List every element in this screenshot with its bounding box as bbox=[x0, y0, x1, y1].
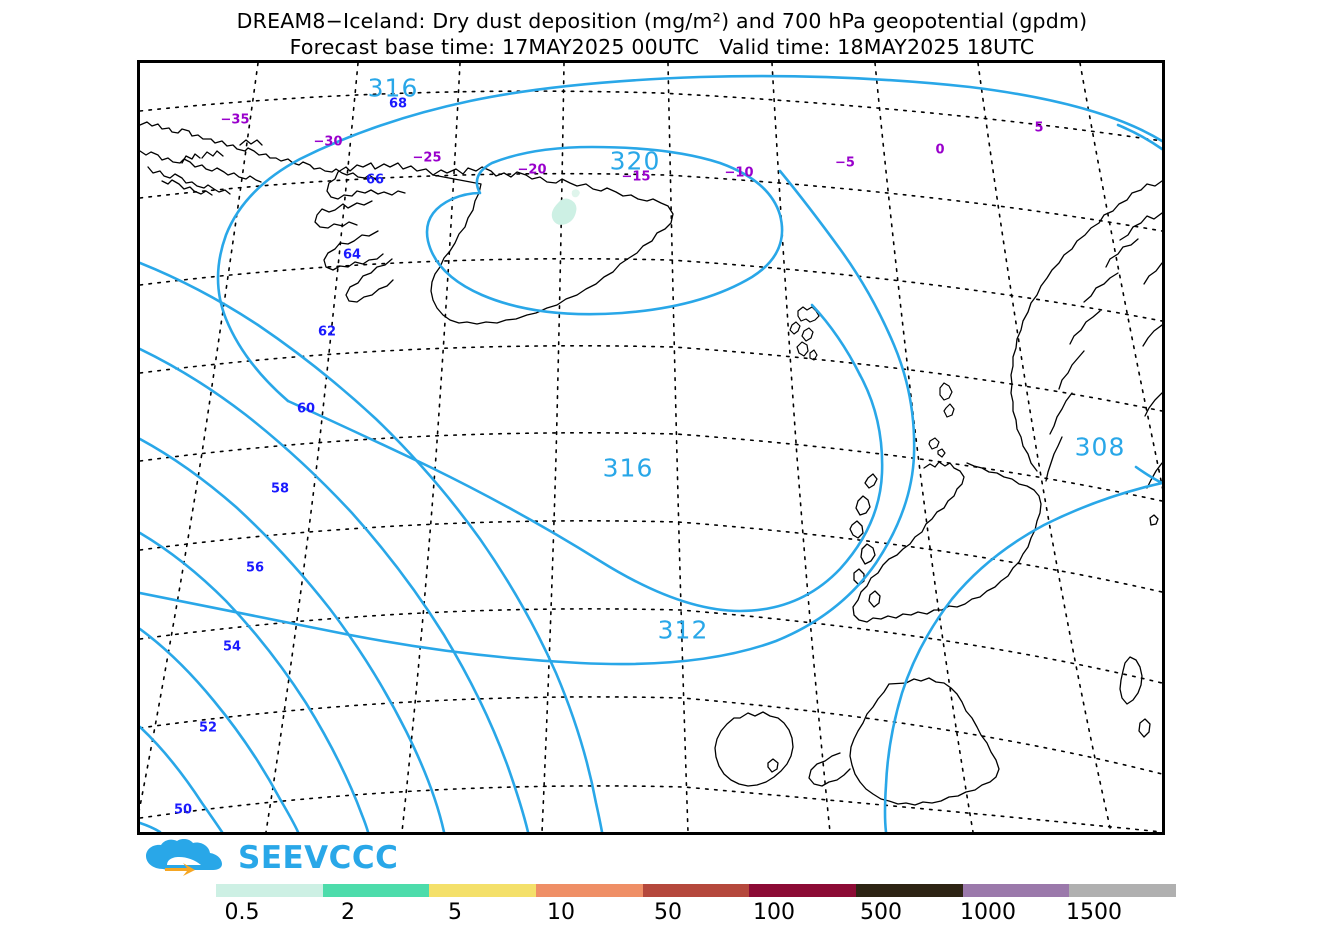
colorbar-tick: 500 bbox=[860, 900, 902, 925]
colorbar-segment bbox=[749, 884, 857, 897]
map-frame: 68 66 64 62 60 58 56 54 52 50 −35 −30 −2… bbox=[137, 60, 1165, 835]
title-line-1: DREAM8−Iceland: Dry dust deposition (mg/… bbox=[236, 9, 1088, 33]
title-line-2: Forecast base time: 17MAY2025 00UTC Vali… bbox=[289, 35, 1035, 59]
colorbar-segment bbox=[642, 884, 750, 897]
colorbar-tick: 0.5 bbox=[224, 900, 260, 925]
colorbar-segment bbox=[1069, 884, 1177, 897]
dust-deposition-layer bbox=[551, 189, 580, 225]
colorbar-tick: 1500 bbox=[1066, 900, 1122, 925]
graticule-layer bbox=[140, 63, 1162, 832]
colorbar-tick: 10 bbox=[547, 900, 575, 925]
geopotential-contour-layer bbox=[140, 74, 1162, 832]
colorbar-tick: 100 bbox=[753, 900, 795, 925]
colorbar-segment bbox=[536, 884, 643, 897]
coastline-layer bbox=[140, 121, 1162, 806]
map-canvas bbox=[140, 63, 1162, 832]
colorbar-segment bbox=[962, 884, 1070, 897]
colorbar-tick: 1000 bbox=[960, 900, 1016, 925]
title-block: DREAM8−Iceland: Dry dust deposition (mg/… bbox=[0, 8, 1324, 60]
cloud-icon bbox=[146, 839, 222, 876]
colorbar-tick: 2 bbox=[341, 900, 355, 925]
map-graphics bbox=[140, 63, 1162, 832]
logo-text: SEEVCCC bbox=[238, 839, 399, 876]
colorbar-segment bbox=[322, 884, 430, 897]
colorbar-tick: 5 bbox=[448, 900, 462, 925]
seevccc-logo: SEEVCCC bbox=[143, 838, 398, 878]
colorbar-segment bbox=[216, 884, 323, 897]
colorbar-segment bbox=[856, 884, 963, 897]
colorbar: 0.5 2 5 10 50 100 500 1000 1500 bbox=[216, 884, 1177, 930]
colorbar-tick: 50 bbox=[654, 900, 682, 925]
colorbar-gradient bbox=[216, 884, 1177, 897]
colorbar-tick-labels: 0.5 2 5 10 50 100 500 1000 1500 bbox=[216, 900, 1176, 930]
colorbar-segment bbox=[429, 884, 537, 897]
